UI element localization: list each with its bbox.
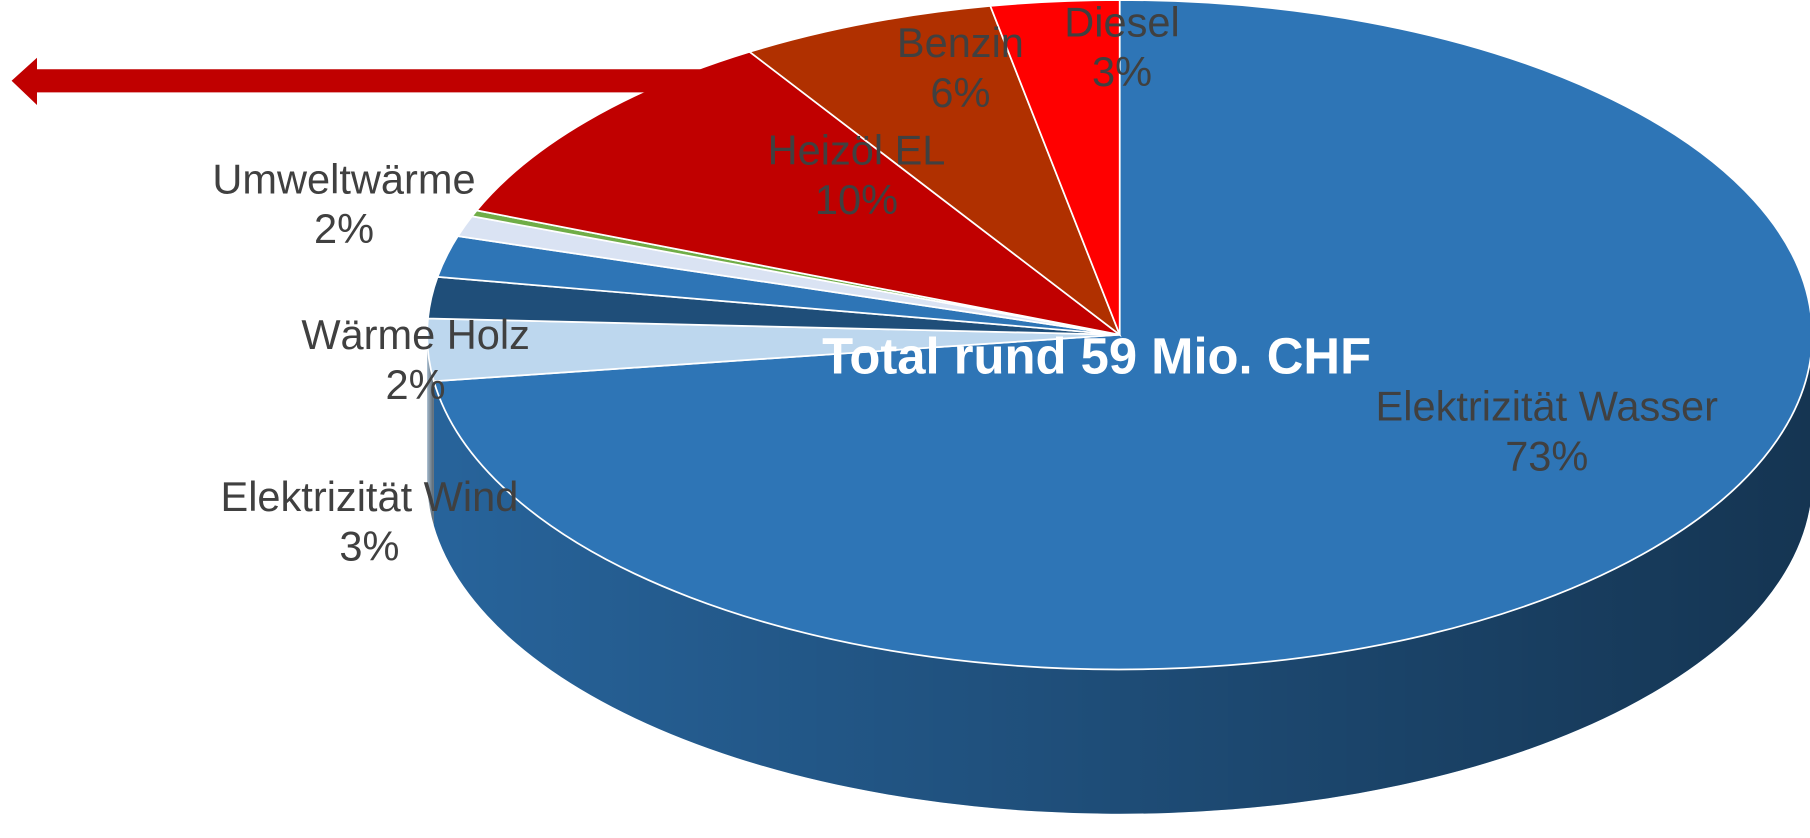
arrow [11,57,701,106]
slice-value-label: 2% [314,205,374,252]
pie-slice [747,4,1122,338]
slice-label: Wärme Holz [301,311,530,358]
slice-label: Benzin [897,19,1024,66]
pie-tops [426,0,1810,671]
slice-label: Umweltwärme [212,155,475,202]
slice-label: Diesel [1064,0,1179,45]
pie-slice [989,0,1121,336]
slice-value-label: 2% [386,361,446,408]
slice-label: Heizöl EL [768,126,946,173]
pie-side-shade [433,361,1810,814]
slice-value-label: 3% [339,522,399,569]
slice-label: Elektrizität Wasser [1376,383,1719,430]
slice-value-label: 3% [1092,48,1152,95]
pie-side-shade [427,334,434,526]
slice-label: Elektrizität Wind [221,473,519,520]
pie-slice [432,0,1810,671]
pie-sides [427,334,1810,814]
pie-slice [475,50,1121,336]
slice-value-label: 6% [930,69,990,116]
chart-title: Total rund 59 Mio. CHF [822,328,1371,385]
slice-value-label: 73% [1505,432,1588,479]
slice-value-label: 10% [815,176,898,223]
